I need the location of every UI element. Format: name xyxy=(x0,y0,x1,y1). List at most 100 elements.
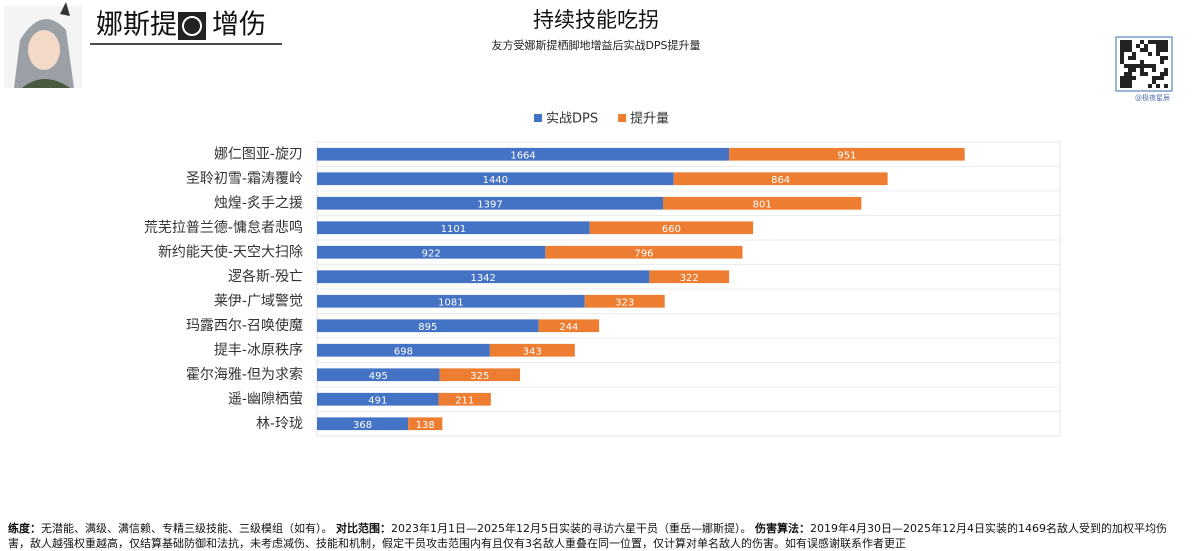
qr-cell xyxy=(1132,68,1136,72)
qr-cell xyxy=(1128,56,1132,60)
bar xyxy=(317,343,490,357)
footer-text: 2019年4月30日—2025年12月4日实装的1469名敌人受到的加权平均伤害… xyxy=(8,522,1167,550)
bar-value-label: 951 xyxy=(837,150,856,161)
qr-cell xyxy=(1120,76,1124,80)
bar xyxy=(317,147,730,161)
qr-cell xyxy=(1136,44,1140,48)
y-tick-label: 荒芜拉普兰德-慵怠者悲鸣 xyxy=(144,219,303,236)
qr-cell xyxy=(1140,68,1144,72)
qr-cell xyxy=(1144,48,1148,52)
bar xyxy=(538,319,600,333)
y-tick-label: 烛煌-炙手之援 xyxy=(214,195,303,211)
qr-cell xyxy=(1156,84,1160,88)
footer: 练度：无潜能、满级、满信赖、专精三级技能、三级模组（如有）。 对比范围：2023… xyxy=(8,521,1184,551)
qr-cell xyxy=(1164,72,1168,76)
qr-cell xyxy=(1128,48,1132,52)
qr-cell xyxy=(1140,48,1144,52)
bar-value-label: 495 xyxy=(369,371,388,382)
qr-cell xyxy=(1124,72,1128,76)
qr-cell xyxy=(1124,64,1128,68)
qr-cell xyxy=(1124,44,1128,48)
qr-cell xyxy=(1124,76,1128,80)
qr-cell xyxy=(1140,72,1144,76)
bar-value-label: 1397 xyxy=(477,199,502,210)
qr-cell xyxy=(1124,80,1128,84)
qr-cell xyxy=(1156,44,1160,48)
legend-label: 提升量 xyxy=(630,111,669,127)
y-tick-label: 莱伊-广域警觉 xyxy=(214,293,303,309)
qr-cell xyxy=(1124,84,1128,88)
qr-cell xyxy=(1128,44,1132,48)
qr-cell xyxy=(1120,84,1124,88)
bar xyxy=(662,196,862,210)
bar-value-label: 864 xyxy=(771,175,790,186)
qr-cell xyxy=(1160,40,1164,44)
avatar xyxy=(4,2,82,89)
qr-cell xyxy=(1160,48,1164,52)
qr-cell xyxy=(1140,60,1144,64)
qr-cell xyxy=(1148,40,1152,44)
y-tick-label: 遥-幽隙栖萤 xyxy=(228,391,303,407)
qr-cell xyxy=(1128,40,1132,44)
qr-cell xyxy=(1128,84,1132,88)
qr-cell xyxy=(1164,48,1168,52)
qr-cell xyxy=(1120,80,1124,84)
bar xyxy=(317,245,546,259)
bar-value-label: 922 xyxy=(422,248,441,259)
bar-value-label: 1342 xyxy=(470,273,495,284)
qr-cell xyxy=(1136,64,1140,68)
bar-value-label: 343 xyxy=(523,346,542,357)
qr-cell xyxy=(1120,56,1124,60)
bar-value-label: 491 xyxy=(368,395,387,406)
qr-cell xyxy=(1120,40,1124,44)
qr-cell xyxy=(1124,40,1128,44)
bar xyxy=(317,319,539,333)
bar-value-label: 1081 xyxy=(438,297,463,308)
bar-value-label: 211 xyxy=(455,395,474,406)
bar-value-label: 323 xyxy=(615,297,634,308)
qr-cell xyxy=(1132,56,1136,60)
legend-swatch xyxy=(534,114,542,122)
qr-cell xyxy=(1128,72,1132,76)
bar xyxy=(317,392,439,406)
bar xyxy=(438,392,491,406)
bar xyxy=(317,417,409,431)
qr-code xyxy=(1115,36,1173,92)
y-tick-label: 新约能天使-天空大扫除 xyxy=(158,243,303,260)
bar xyxy=(545,245,743,259)
bar xyxy=(317,196,663,210)
bar xyxy=(649,270,730,284)
chart-title: 持续技能吃拐 xyxy=(533,8,659,32)
footer-label: 练度： xyxy=(8,522,41,535)
qr-cell xyxy=(1140,40,1144,44)
watermark: @极夜星辰 xyxy=(1135,93,1170,102)
qr-cell xyxy=(1144,64,1148,68)
bar xyxy=(317,294,585,308)
bar xyxy=(589,221,754,235)
qr-cell xyxy=(1160,44,1164,48)
bar xyxy=(408,417,443,431)
qr-cell xyxy=(1152,76,1156,80)
bar-value-label: 698 xyxy=(394,346,413,357)
qr-cell xyxy=(1156,52,1160,56)
chart-subtitle: 友方受娜斯提栖脚地增益后实战DPS提升量 xyxy=(491,38,700,52)
y-tick-label: 霍尔海雅-但为求索 xyxy=(186,366,303,383)
bar-value-label: 138 xyxy=(416,420,435,431)
bar xyxy=(317,368,440,382)
y-tick-label: 玛露西尔-召唤使魔 xyxy=(186,317,303,334)
qr-cell xyxy=(1152,68,1156,72)
qr-cell xyxy=(1120,44,1124,48)
header-title-left: 娜斯提 xyxy=(96,10,177,41)
qr-cell xyxy=(1164,84,1168,88)
qr-cell xyxy=(1164,40,1168,44)
qr-cell xyxy=(1148,64,1152,68)
bar xyxy=(584,294,665,308)
footer-text: 2023年1月1日—2025年12月5日实装的寻访六星干员（重岳—娜斯提）。 xyxy=(391,522,752,535)
qr-cell xyxy=(1120,48,1124,52)
qr-cell xyxy=(1148,84,1152,88)
qr-cell xyxy=(1160,60,1164,64)
qr-cell xyxy=(1156,48,1160,52)
bar-value-label: 660 xyxy=(662,224,681,235)
